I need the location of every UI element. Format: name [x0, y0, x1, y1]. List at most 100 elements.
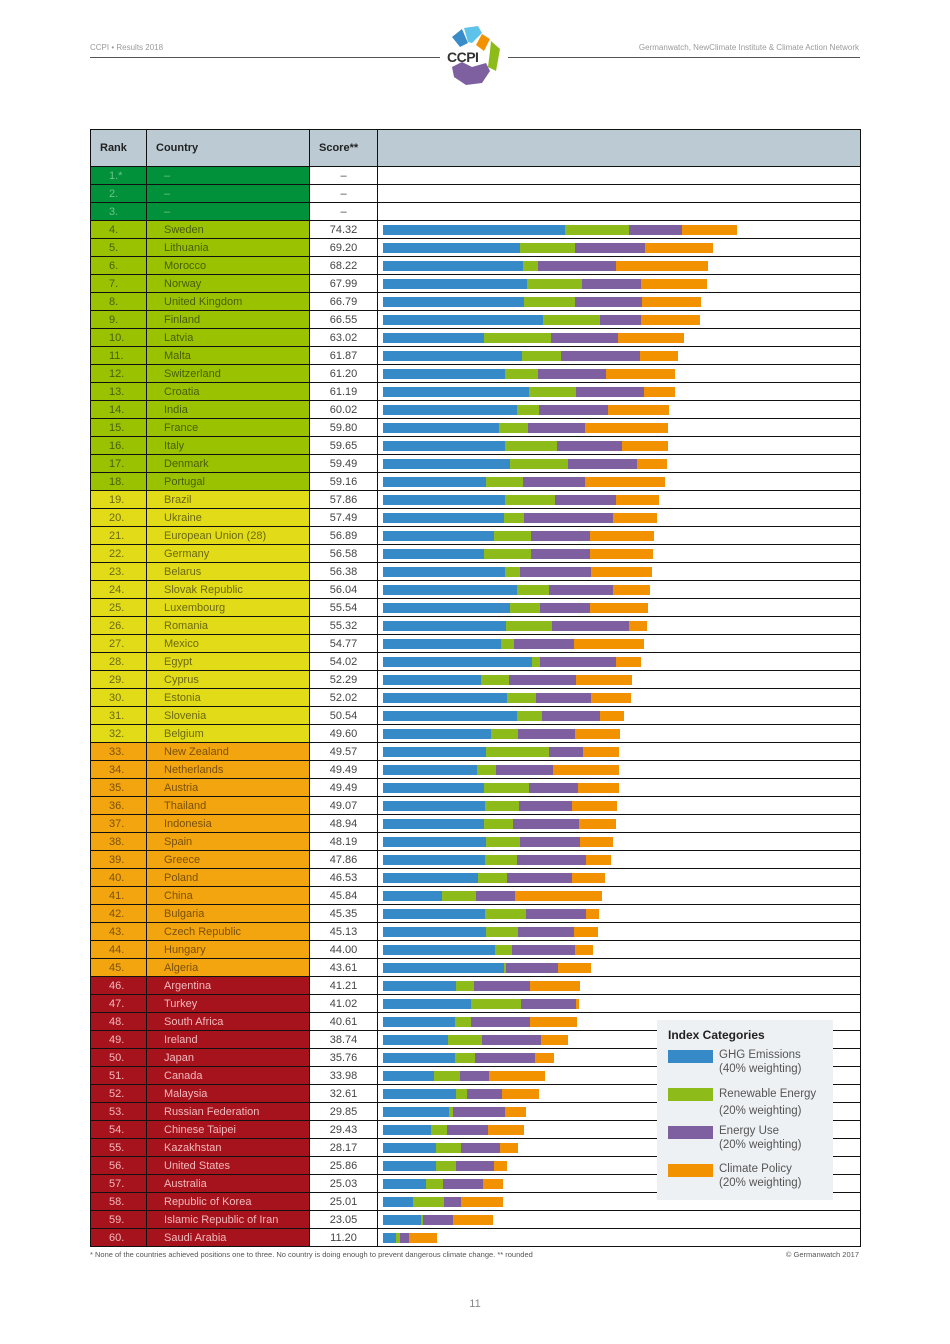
climate-policy-segment — [640, 351, 678, 361]
table-row: 33. New Zealand 49.57 — [90, 742, 861, 761]
bar-cell — [377, 724, 861, 743]
renewable-energy-segment — [456, 981, 474, 991]
bar-cell — [377, 742, 861, 761]
energy-use-segment — [523, 477, 585, 487]
rank-cell: 29. — [90, 670, 147, 689]
energy-use-segment — [531, 531, 590, 541]
stacked-bar — [383, 891, 602, 901]
table-row: 13. Croatia 61.19 — [90, 382, 861, 401]
legend-swatch-renewable — [668, 1088, 713, 1101]
renewable-energy-segment — [495, 945, 512, 955]
rank-cell: 43. — [90, 922, 147, 941]
ghg-emissions-segment — [383, 1197, 413, 1207]
table-row: 2. – – — [90, 184, 861, 203]
ghg-emissions-segment — [383, 1071, 434, 1081]
header-left-title: CCPI • Results 2018 — [90, 43, 164, 52]
score-cell: 49.57 — [309, 742, 378, 761]
country-cell: Slovak Republic — [146, 580, 310, 599]
bar-cell — [377, 346, 861, 365]
country-cell: Ireland — [146, 1030, 310, 1049]
ghg-emissions-segment — [383, 765, 477, 775]
country-cell: Italy — [146, 436, 310, 455]
bar-cell — [377, 184, 861, 203]
renewable-energy-segment — [565, 225, 629, 235]
energy-use-segment — [474, 981, 530, 991]
score-cell: 56.89 — [309, 526, 378, 545]
country-cell: Kazakhstan — [146, 1138, 310, 1157]
table-row: 47. Turkey 41.02 — [90, 994, 861, 1013]
renewable-energy-segment — [484, 333, 551, 343]
ghg-emissions-segment — [383, 1017, 455, 1027]
ghg-emissions-segment — [383, 1233, 396, 1243]
header-rule-right — [508, 57, 860, 58]
score-cell: 11.20 — [309, 1228, 378, 1247]
rank-cell: 31. — [90, 706, 147, 725]
footnote: * None of the countries achieved positio… — [90, 1250, 533, 1259]
bar-cell — [377, 760, 861, 779]
energy-use-segment — [509, 675, 576, 685]
rank-cell: 44. — [90, 940, 147, 959]
renewable-energy-segment — [413, 1197, 444, 1207]
ghg-emissions-segment — [383, 909, 485, 919]
renewable-energy-segment — [455, 1017, 471, 1027]
column-header-country: Country — [146, 129, 310, 167]
rank-cell: 53. — [90, 1102, 147, 1121]
energy-use-segment — [524, 513, 613, 523]
country-cell: South Africa — [146, 1012, 310, 1031]
ghg-emissions-segment — [383, 801, 485, 811]
stacked-bar — [383, 639, 644, 649]
country-cell: Estonia — [146, 688, 310, 707]
copyright: © Germanwatch 2017 — [785, 1250, 859, 1259]
table-row: 21. European Union (28) 56.89 — [90, 526, 861, 545]
bar-cell — [377, 634, 861, 653]
bar-cell — [377, 220, 861, 239]
legend-weight: (40% weighting) — [719, 1063, 802, 1075]
renewable-energy-segment — [431, 1125, 447, 1135]
climate-policy-segment — [583, 747, 619, 757]
score-cell: 56.04 — [309, 580, 378, 599]
country-cell: Saudi Arabia — [146, 1228, 310, 1247]
table-row: 8. United Kingdom 66.79 — [90, 292, 861, 311]
stacked-bar — [383, 657, 641, 667]
country-cell: India — [146, 400, 310, 419]
ghg-emissions-segment — [383, 711, 517, 721]
legend-item-energy-use: Energy Use (20% weighting) — [668, 1124, 822, 1157]
renewable-energy-segment — [520, 243, 575, 253]
energy-use-segment — [540, 657, 616, 667]
bar-cell — [377, 580, 861, 599]
renewable-energy-segment — [494, 531, 531, 541]
energy-use-segment — [520, 837, 580, 847]
climate-policy-segment — [572, 801, 617, 811]
rank-cell: 11. — [90, 346, 147, 365]
stacked-bar — [383, 1143, 518, 1153]
climate-policy-segment — [590, 549, 653, 559]
rank-cell: 57. — [90, 1174, 147, 1193]
legend-label: Renewable Energy — [719, 1088, 817, 1100]
energy-use-segment — [447, 1125, 488, 1135]
country-cell: Spain — [146, 832, 310, 851]
ghg-emissions-segment — [383, 495, 505, 505]
ghg-emissions-segment — [383, 639, 501, 649]
renewable-energy-segment — [442, 891, 476, 901]
score-cell: 61.87 — [309, 346, 378, 365]
ghg-emissions-segment — [383, 675, 481, 685]
rank-cell: 39. — [90, 850, 147, 869]
energy-use-segment — [549, 585, 613, 595]
country-cell: Belarus — [146, 562, 310, 581]
bar-cell — [377, 436, 861, 455]
country-cell: Thailand — [146, 796, 310, 815]
legend-weight: (20% weighting) — [719, 1177, 802, 1189]
table-row: 40. Poland 46.53 — [90, 868, 861, 887]
ghg-emissions-segment — [383, 729, 491, 739]
score-cell: 41.02 — [309, 994, 378, 1013]
stacked-bar — [383, 1107, 526, 1117]
climate-policy-segment — [578, 783, 619, 793]
stacked-bar — [383, 819, 616, 829]
rank-cell: 13. — [90, 382, 147, 401]
stacked-bar — [383, 1161, 507, 1171]
country-cell: Cyprus — [146, 670, 310, 689]
bar-cell — [377, 976, 861, 995]
ghg-emissions-segment — [383, 513, 504, 523]
table-row: 1.* – – — [90, 166, 861, 185]
country-cell: Czech Republic — [146, 922, 310, 941]
